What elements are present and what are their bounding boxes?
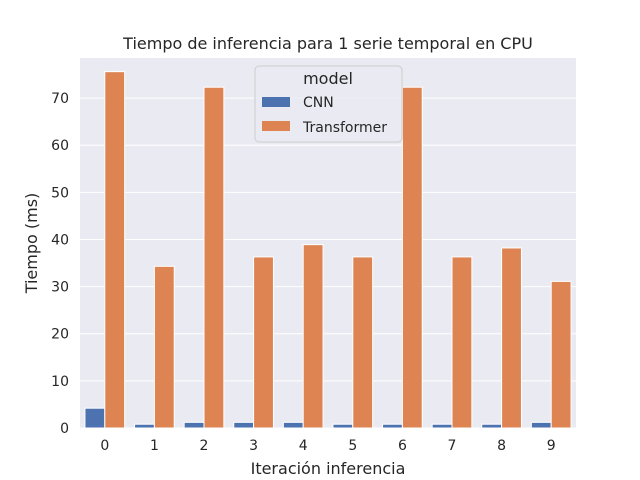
chart-title: Tiempo de inferencia para 1 serie tempor…: [122, 34, 533, 53]
y-tick-label: 40: [51, 232, 69, 248]
y-tick-label: 70: [51, 91, 69, 107]
x-axis-ticks: 0 1 2 3 4 5 6 7 8 9: [100, 438, 555, 454]
legend-swatch-transformer: [262, 121, 290, 131]
x-tick-label: 6: [398, 438, 407, 454]
bar-transformer-2: [203, 86, 225, 429]
bar-cnn-4: [282, 421, 304, 429]
y-axis-label: Tiempo (ms): [22, 193, 41, 295]
legend-box: [254, 65, 403, 143]
bar-transformer-4: [302, 244, 324, 429]
y-tick-label: 20: [51, 327, 69, 343]
x-tick-label: 0: [100, 438, 109, 454]
x-tick-label: 4: [299, 438, 308, 454]
legend-label-transformer: Transformer: [302, 120, 387, 136]
x-tick-label: 8: [497, 438, 506, 454]
bar-transformer-6: [401, 86, 423, 429]
bar-cnn-6: [382, 423, 403, 429]
legend-title: model: [303, 69, 353, 88]
bar-cnn-0: [84, 407, 106, 429]
y-tick-label: 50: [51, 185, 69, 201]
bar-cnn-3: [233, 421, 255, 429]
bar-cnn-5: [332, 423, 354, 429]
bar-transformer-5: [352, 256, 374, 429]
bar-cnn-9: [530, 421, 552, 429]
bar-transformer-9: [550, 280, 572, 429]
x-tick-label: 1: [150, 438, 159, 454]
y-tick-label: 30: [51, 280, 69, 296]
bars: [84, 71, 572, 429]
bar-cnn-8: [481, 423, 503, 429]
bar-cnn-7: [431, 423, 453, 429]
x-tick-label: 5: [348, 438, 357, 454]
x-axis-label: Iteración inferencia: [251, 459, 406, 478]
x-tick-label: 3: [249, 438, 258, 454]
y-tick-label: 0: [60, 421, 69, 437]
y-tick-label: 10: [51, 374, 69, 390]
legend-label-cnn: CNN: [303, 95, 334, 111]
bar-cnn-1: [134, 423, 155, 429]
bar-transformer-0: [104, 71, 126, 429]
bar-transformer-1: [153, 265, 175, 429]
legend: model CNN Transformer: [254, 65, 403, 143]
x-tick-label: 7: [448, 438, 457, 454]
y-tick-label: 60: [51, 138, 69, 154]
y-axis-ticks: 0 10 20 30 40 50 60 70: [51, 91, 69, 437]
bar-transformer-8: [501, 247, 522, 429]
x-tick-label: 9: [547, 438, 556, 454]
bar-transformer-7: [451, 256, 473, 429]
bar-cnn-2: [183, 421, 205, 429]
legend-swatch-cnn: [262, 97, 290, 107]
bar-transformer-3: [253, 256, 274, 429]
x-tick-label: 2: [200, 438, 209, 454]
